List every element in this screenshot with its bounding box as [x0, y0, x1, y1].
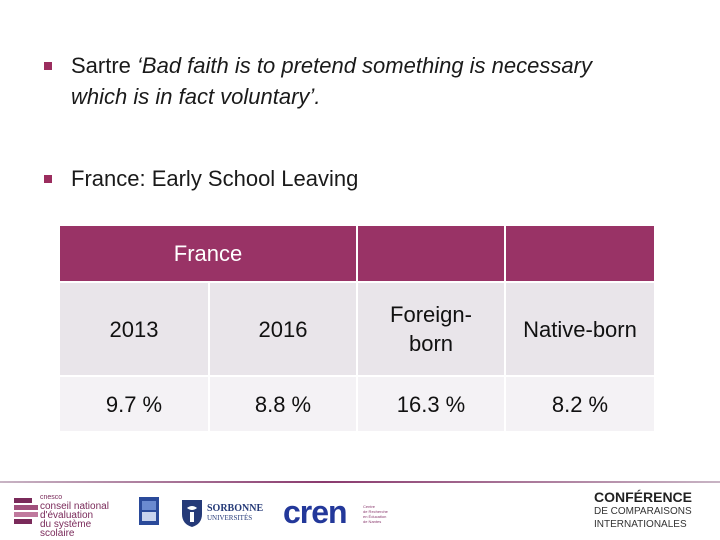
col-foreign-born: Foreign- born — [358, 283, 504, 375]
cren-tag-3: en Éducation — [363, 514, 387, 519]
conference-logo: CONFÉRENCE DE COMPARAISONS INTERNATIONAL… — [594, 489, 716, 533]
value-2016: 8.8 % — [254, 391, 312, 417]
cren-tag-1: Centre — [363, 504, 376, 509]
cnesco-line-2: d'évaluation — [40, 510, 94, 521]
cnesco-logo: cnesco conseil national d'évaluation du … — [12, 494, 124, 539]
quote-line-1: ‘Bad faith is to pretend something is ne… — [137, 53, 592, 78]
cnesco-line-3: du système scolaire — [40, 519, 92, 539]
col-2016: 2016 — [258, 316, 308, 342]
cren-wordmark: cren — [283, 494, 348, 530]
table-divider — [356, 226, 358, 431]
bullet-marker — [44, 62, 52, 70]
col-foreign-born-line2: born — [408, 331, 454, 356]
table-divider — [208, 283, 210, 431]
table-divider — [60, 375, 654, 377]
col-2013: 2013 — [109, 316, 159, 342]
sorbonne-line-1: SORBONNE — [207, 503, 264, 514]
sorbonne-logo: SORBONNE UNIVERSITÉS — [180, 498, 272, 528]
emblem-logo — [138, 496, 160, 526]
cnesco-name: cnesco — [40, 494, 63, 501]
col-native-born: Native-born — [523, 316, 637, 342]
cnesco-line-1: conseil national — [40, 501, 109, 512]
value-foreign-born: 16.3 % — [396, 391, 466, 417]
quote-line-2: which is in fact voluntary’. — [71, 84, 321, 109]
col-foreign-born-line1: Foreign- — [390, 302, 472, 327]
cren-tag-2: de Recherche — [363, 509, 388, 514]
conference-line-1: CONFÉRENCE — [594, 489, 693, 505]
sorbonne-shield-icon — [182, 500, 202, 527]
bullet-quote: Sartre ‘Bad faith is to pretend somethin… — [71, 50, 592, 112]
cren-logo: cren Centre de Recherche en Éducation de… — [283, 496, 403, 530]
cren-tag-4: de Nantes — [363, 519, 382, 524]
sorbonne-line-2: UNIVERSITÉS — [207, 514, 253, 522]
conference-line-3: INTERNATIONALES — [594, 519, 687, 530]
value-2013: 9.7 % — [105, 391, 163, 417]
conference-line-2: DE COMPARAISONS — [594, 506, 692, 517]
bullet-heading: France: Early School Leaving — [71, 166, 359, 191]
bullet-marker — [44, 175, 52, 183]
footer-rule — [0, 481, 720, 483]
value-native-born: 8.2 % — [551, 391, 609, 417]
table-divider — [60, 281, 654, 283]
table-divider — [504, 226, 506, 431]
table-header-france: France — [173, 241, 243, 266]
emblem-icon — [139, 497, 159, 525]
quote-author: Sartre — [71, 53, 138, 78]
cnesco-mark-icon — [14, 498, 38, 524]
